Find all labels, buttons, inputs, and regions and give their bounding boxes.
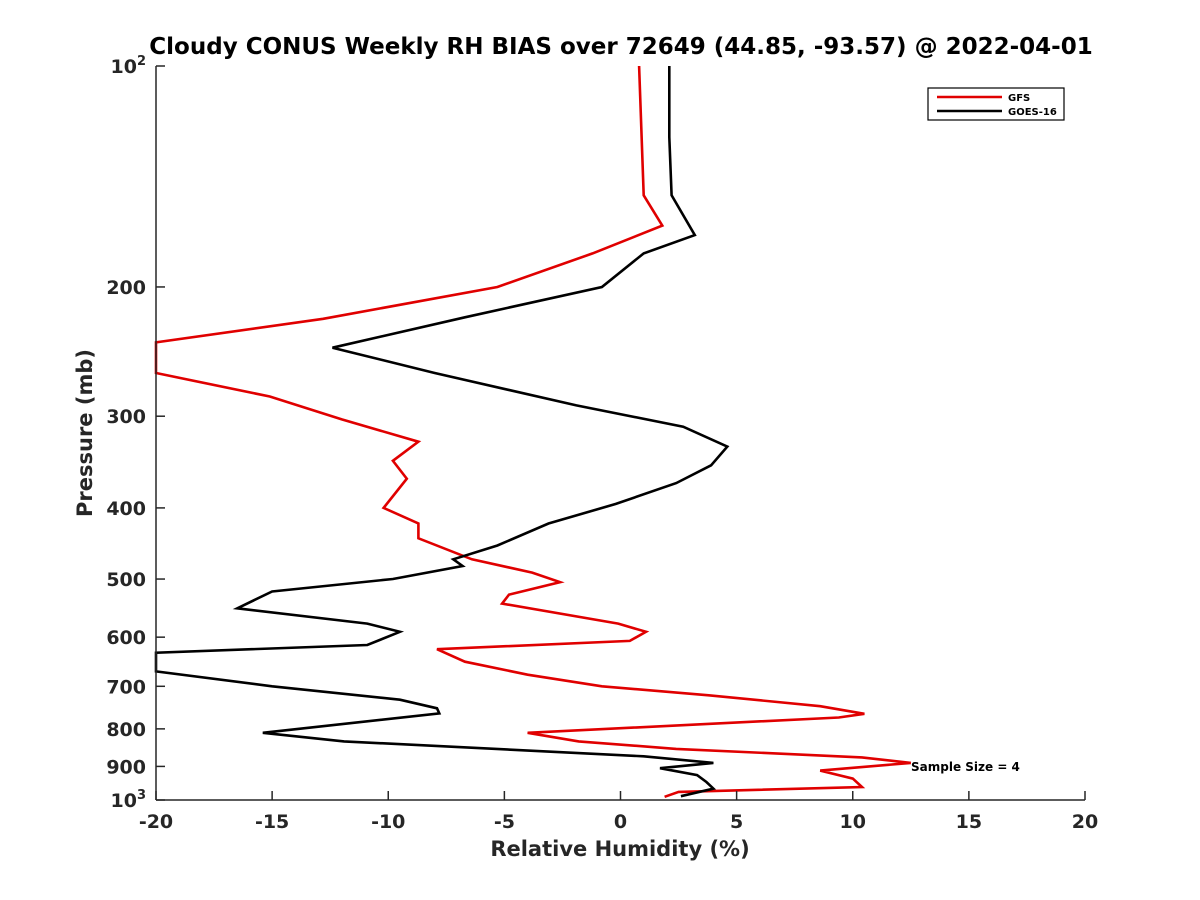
x-tick-label: -10 bbox=[371, 811, 405, 833]
x-tick-label: 15 bbox=[956, 811, 982, 833]
y-tick-label: 102 bbox=[111, 54, 147, 78]
x-axis-label: Relative Humidity (%) bbox=[490, 837, 749, 861]
y-tick-label: 400 bbox=[106, 498, 146, 520]
x-tick-label: -5 bbox=[494, 811, 515, 833]
y-tick-label: 600 bbox=[106, 627, 146, 649]
legend: GFS GOES-16 bbox=[927, 87, 1065, 121]
y-tick-label: 800 bbox=[106, 719, 146, 741]
y-tick-label: 700 bbox=[106, 676, 146, 698]
plot-area-background bbox=[156, 66, 1085, 800]
x-tick-label: 5 bbox=[730, 811, 743, 833]
series-line-goes-16 bbox=[154, 66, 730, 798]
x-axis-ticks: -20 -15 -10 -5 0 5 10 15 20 bbox=[139, 791, 1098, 833]
y-tick-label: 103 bbox=[111, 788, 147, 812]
chart-title: Cloudy CONUS Weekly RH BIAS over 72649 (… bbox=[149, 34, 1092, 60]
y-axis-label: Pressure (mb) bbox=[73, 349, 97, 517]
y-axis-ticks: 102 200 300 400 500 600 700 800 900 103 bbox=[106, 54, 165, 812]
legend-label-gfs: GFS bbox=[1008, 93, 1030, 104]
x-tick-label: -15 bbox=[255, 811, 289, 833]
x-tick-label: 10 bbox=[840, 811, 866, 833]
legend-label-goes16: GOES-16 bbox=[1008, 107, 1057, 118]
sample-size-annotation: Sample Size = 4 bbox=[911, 760, 1020, 774]
x-tick-label: 20 bbox=[1072, 811, 1098, 833]
y-tick-label: 200 bbox=[106, 277, 146, 299]
y-tick-label: 300 bbox=[106, 406, 146, 428]
y-tick-label: 500 bbox=[106, 569, 146, 591]
x-tick-label: 0 bbox=[614, 811, 627, 833]
x-tick-label: -20 bbox=[139, 811, 173, 833]
y-tick-label: 900 bbox=[106, 756, 146, 778]
legend-box bbox=[927, 87, 1065, 121]
